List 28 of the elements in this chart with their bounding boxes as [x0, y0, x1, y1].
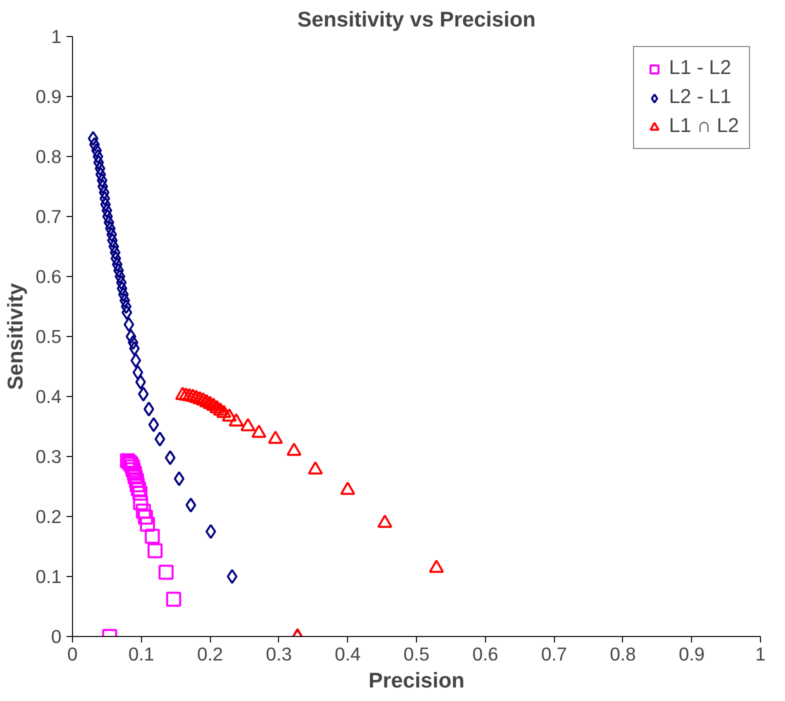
x-tick-label: 0.2 [197, 644, 224, 664]
x-tick-label: 0.5 [404, 644, 430, 664]
y-tick-label: 0.1 [36, 566, 62, 587]
y-tick-label: 0.6 [36, 266, 62, 287]
legend-label: L1 - L2 [669, 57, 732, 80]
legend-label: L2 - L1 [669, 86, 732, 109]
legend-label: L1 ∩ L2 [669, 115, 739, 138]
x-tick-label: 0 [67, 644, 78, 664]
y-tick-label: 0.3 [36, 446, 62, 467]
y-tick-label: 0.8 [36, 146, 62, 167]
x-axis-title: Precision [368, 668, 465, 692]
x-tick-label: 1 [755, 644, 766, 664]
y-tick-label: 0.4 [36, 386, 62, 407]
chart-title: Sensitivity vs Precision [297, 8, 536, 32]
y-tick-label: 0.5 [36, 326, 62, 347]
y-tick-label: 0.2 [36, 506, 62, 527]
x-tick-label: 0.4 [334, 644, 361, 664]
y-tick-label: 0 [51, 626, 62, 647]
x-tick-label: 0.1 [128, 644, 154, 664]
x-tick-label: 0.8 [610, 644, 636, 664]
y-tick-label: 0.7 [36, 206, 62, 227]
y-axis-title: Sensitivity [4, 283, 28, 390]
x-tick-label: 0.6 [472, 644, 498, 664]
y-tick-label: 0.9 [36, 86, 62, 107]
y-tick-label: 1 [51, 26, 62, 47]
x-tick-label: 0.7 [541, 644, 568, 664]
x-tick-label: 0.3 [266, 644, 292, 664]
x-tick-label: 0.9 [678, 644, 705, 664]
